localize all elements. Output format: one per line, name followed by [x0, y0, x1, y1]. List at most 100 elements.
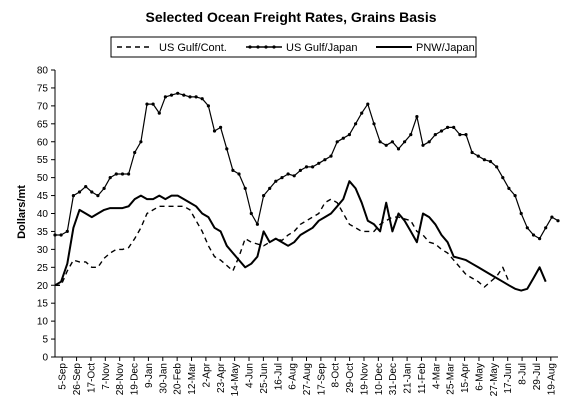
data-point-us-gulf-japan: [458, 133, 462, 137]
data-point-us-gulf-japan: [335, 140, 339, 144]
data-point-us-gulf-japan: [274, 179, 278, 183]
data-point-us-gulf-japan: [513, 194, 517, 198]
x-tick-label: 29-Oct: [345, 363, 356, 393]
data-point-us-gulf-japan: [176, 91, 180, 95]
y-tick-label: 0: [42, 353, 48, 364]
data-point-us-gulf-japan: [292, 174, 296, 178]
legend-label-pnw-japan: PNW/Japan: [416, 42, 475, 54]
data-point-us-gulf-japan: [71, 194, 75, 198]
data-point-us-gulf-japan: [366, 102, 370, 106]
legend-marker: [272, 45, 276, 49]
data-point-us-gulf-japan: [470, 150, 474, 155]
y-tick-label: 30: [37, 245, 49, 256]
y-tick-label: 80: [37, 66, 49, 77]
y-tick-label: 5: [42, 335, 48, 346]
data-point-us-gulf-japan: [286, 172, 290, 176]
data-point-us-gulf-japan: [84, 185, 88, 189]
data-point-us-gulf-japan: [59, 233, 63, 237]
y-tick-label: 75: [37, 83, 49, 94]
data-point-us-gulf-japan: [206, 104, 210, 108]
data-point-us-gulf-japan: [262, 194, 266, 198]
data-point-us-gulf-japan: [464, 133, 468, 137]
x-tick-label: 27-May: [489, 363, 500, 396]
x-tick-label: 11-Feb: [417, 363, 428, 394]
data-point-us-gulf-japan: [372, 122, 376, 126]
data-point-us-gulf-japan: [255, 222, 259, 226]
y-tick-label: 10: [37, 317, 49, 328]
data-point-us-gulf-japan: [495, 165, 499, 169]
y-tick-label: 60: [37, 137, 49, 148]
legend-marker: [264, 45, 268, 49]
data-point-us-gulf-japan: [476, 154, 480, 158]
x-tick-label: 19-Aug: [546, 363, 557, 395]
data-point-us-gulf-japan: [427, 140, 431, 144]
data-point-us-gulf-japan: [525, 226, 529, 230]
data-point-us-gulf-japan: [139, 140, 143, 144]
x-tick-label: 6-May: [474, 363, 485, 391]
data-point-us-gulf-japan: [65, 229, 69, 233]
legend-markers-us-gulf-japan: [248, 45, 276, 49]
legend: US Gulf/Cont. US Gulf/Japan PNW/Japan: [110, 36, 477, 58]
data-point-us-gulf-japan: [237, 172, 241, 176]
x-tick-label: 4-Jun: [245, 363, 256, 388]
data-point-us-gulf-japan: [90, 190, 94, 194]
data-point-us-gulf-japan: [550, 215, 554, 219]
legend-marker: [256, 45, 260, 49]
data-point-us-gulf-japan: [231, 168, 235, 172]
data-point-us-gulf-japan: [409, 133, 413, 137]
x-axis: 5-Sep 26-Sep 17-Oct 7-Nov 28-Nov 19-Dec 9-Jan 3…: [55, 356, 558, 396]
data-point-us-gulf-japan: [298, 168, 302, 172]
x-tick-label: 15-Apr: [460, 362, 471, 393]
data-point-us-gulf-japan: [157, 111, 161, 115]
x-tick-label: 14-May: [230, 363, 241, 396]
x-tick-label: 30-Jan: [158, 363, 169, 394]
data-point-us-gulf-japan: [280, 176, 284, 180]
y-axis-label: Dollars/mt: [16, 185, 28, 239]
legend-label-us-gulf-cont: US Gulf/Cont.: [159, 42, 227, 54]
data-point-us-gulf-japan: [390, 140, 394, 144]
data-point-us-gulf-japan: [188, 95, 192, 99]
data-point-us-gulf-japan: [102, 186, 106, 190]
data-point-us-gulf-japan: [439, 129, 444, 133]
y-tick-label: 25: [37, 263, 49, 274]
data-point-us-gulf-japan: [396, 147, 401, 151]
data-point-us-gulf-japan: [482, 158, 486, 162]
x-tick-label: 16-Jul: [273, 363, 284, 390]
x-tick-label: 12-Mar: [187, 362, 198, 394]
x-tick-label: 19-Nov: [359, 363, 370, 395]
data-point-us-gulf-japan: [446, 125, 450, 129]
data-point-us-gulf-japan: [433, 133, 437, 137]
data-point-us-gulf-japan: [120, 172, 125, 176]
legend-box: [110, 36, 477, 58]
x-tick-label: 7-Nov: [101, 363, 112, 390]
data-point-us-gulf-japan: [544, 226, 548, 230]
data-point-us-gulf-japan: [347, 133, 351, 137]
data-point-us-gulf-japan: [452, 125, 456, 129]
y-tick-label: 50: [37, 173, 49, 184]
y-tick-label: 15: [37, 299, 49, 310]
x-tick-label: 31-Dec: [388, 363, 399, 395]
data-point-us-gulf-japan: [403, 140, 407, 144]
x-tick-label: 5-Sep: [58, 363, 69, 390]
data-point-us-gulf-japan: [194, 95, 198, 99]
x-tick-label: 25-Jun: [259, 363, 270, 394]
legend-label-us-gulf-japan: US Gulf/Japan: [286, 42, 358, 54]
y-tick-label: 20: [37, 281, 49, 292]
series-line-us-gulf-cont: [55, 198, 510, 288]
data-point-us-gulf-japan: [249, 211, 253, 216]
data-point-us-gulf-japan: [317, 161, 321, 165]
x-tick-label: 4-Mar: [431, 362, 442, 389]
data-point-us-gulf-japan: [304, 165, 309, 169]
data-point-us-gulf-japan: [108, 176, 112, 180]
x-tick-label: 27-Aug: [302, 363, 313, 395]
data-point-us-gulf-japan: [329, 154, 333, 158]
data-point-us-gulf-japan: [538, 237, 542, 241]
data-point-us-gulf-japan: [354, 122, 358, 126]
y-axis: 0 5 10 15 20 25 30 35 40 45 50 55 60 65 70 75 80: [37, 66, 56, 364]
x-tick-label: 21-Jan: [403, 363, 414, 394]
data-point-us-gulf-japan: [488, 159, 493, 164]
y-tick-label: 55: [37, 155, 49, 166]
x-tick-label: 9-Jan: [144, 363, 155, 388]
x-tick-label: 17-Jun: [503, 363, 514, 394]
